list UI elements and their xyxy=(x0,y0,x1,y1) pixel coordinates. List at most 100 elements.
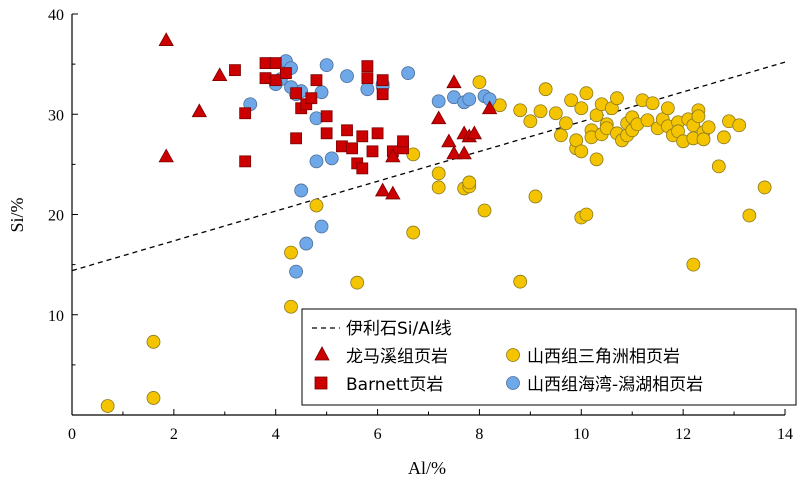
legend-box xyxy=(301,308,797,406)
point-longmaxi xyxy=(466,125,483,140)
legend-swatch-shanxi-delta xyxy=(506,348,520,362)
point-barnett xyxy=(361,72,374,85)
x-tick-label: 14 xyxy=(777,426,793,443)
point-shanxi-delta xyxy=(523,114,538,129)
reference-line-layer xyxy=(71,61,786,272)
legend-label-longmaxi: 龙马溪组页岩 xyxy=(346,347,448,367)
point-barnett xyxy=(320,127,333,140)
point-shanxi-bay-lagoon xyxy=(289,264,303,279)
point-barnett xyxy=(356,130,369,143)
x-tick-label: 6 xyxy=(374,426,382,443)
point-barnett xyxy=(366,145,379,158)
legend-label-reference-line: 伊利石Si/Al线 xyxy=(346,319,452,339)
point-shanxi-delta xyxy=(513,274,528,289)
point-barnett xyxy=(229,64,241,77)
point-longmaxi xyxy=(212,67,228,82)
x-tick-label: 4 xyxy=(272,426,280,443)
point-shanxi-delta xyxy=(284,245,298,260)
axes: 0 2 4 6 8 10 12 14 10 20 30 40 xyxy=(48,7,793,443)
point-barnett xyxy=(239,155,252,168)
point-barnett xyxy=(376,74,389,87)
point-shanxi-delta xyxy=(533,104,548,119)
x-tick-label: 0 xyxy=(68,426,76,443)
point-shanxi-bay-lagoon xyxy=(309,154,324,169)
point-shanxi-bay-lagoon xyxy=(299,236,314,251)
x-tick-label: 8 xyxy=(475,426,483,443)
point-shanxi-delta xyxy=(696,132,711,147)
point-barnett xyxy=(259,57,272,70)
point-shanxi-delta xyxy=(472,75,487,90)
point-barnett xyxy=(305,92,318,105)
point-shanxi-delta xyxy=(711,159,726,174)
point-shanxi-bay-lagoon xyxy=(340,69,354,84)
point-longmaxi xyxy=(431,110,447,125)
point-shanxi-bay-lagoon xyxy=(324,151,339,166)
point-barnett xyxy=(320,110,333,123)
legend-label-barnett: Barnett页岩 xyxy=(346,375,443,395)
point-shanxi-delta xyxy=(309,198,324,213)
point-shanxi-delta xyxy=(492,98,507,113)
point-longmaxi xyxy=(191,103,208,118)
point-shanxi-delta xyxy=(284,299,298,314)
point-shanxi-delta xyxy=(732,118,747,133)
y-tick-label: 20 xyxy=(48,208,64,225)
point-shanxi-delta xyxy=(660,101,675,116)
point-barnett xyxy=(269,74,282,87)
legend-swatch-longmaxi xyxy=(314,346,330,361)
point-barnett xyxy=(336,140,348,153)
point-longmaxi xyxy=(446,145,462,160)
point-shanxi-bay-lagoon xyxy=(314,219,329,234)
point-shanxi-delta xyxy=(645,96,660,111)
point-shanxi-delta xyxy=(431,180,446,195)
point-shanxi-delta xyxy=(559,116,573,131)
point-shanxi-delta xyxy=(716,130,731,145)
point-barnett xyxy=(376,88,389,101)
point-shanxi-delta xyxy=(579,207,594,222)
point-shanxi-delta xyxy=(554,128,568,143)
point-barnett xyxy=(371,127,384,140)
point-shanxi-delta xyxy=(350,275,365,290)
point-longmaxi xyxy=(374,182,391,197)
point-shanxi-delta xyxy=(477,203,492,218)
point-shanxi-bay-lagoon xyxy=(360,82,375,97)
point-shanxi-delta xyxy=(686,257,701,272)
point-shanxi-delta xyxy=(701,120,716,135)
point-longmaxi xyxy=(456,145,472,160)
point-longmaxi xyxy=(481,100,498,115)
point-longmaxi xyxy=(441,133,457,148)
point-barnett xyxy=(290,87,302,100)
legend-swatch-barnett xyxy=(314,376,328,390)
point-shanxi-delta xyxy=(574,144,589,159)
point-shanxi-delta xyxy=(548,106,563,121)
point-barnett xyxy=(356,162,369,175)
point-barnett xyxy=(346,142,359,155)
point-shanxi-bay-lagoon xyxy=(431,94,446,109)
point-shanxi-delta xyxy=(528,189,543,204)
point-shanxi-delta xyxy=(406,147,421,162)
point-barnett xyxy=(397,135,409,148)
y-tick-label: 10 xyxy=(48,308,64,325)
point-shanxi-bay-lagoon xyxy=(462,92,477,107)
legend-label-shanxi-delta: 山西组三角洲相页岩 xyxy=(527,347,680,367)
point-barnett xyxy=(341,124,353,137)
point-shanxi-delta xyxy=(431,166,446,181)
point-longmaxi xyxy=(158,148,174,163)
x-tick-label: 10 xyxy=(573,426,589,443)
point-shanxi-delta xyxy=(691,109,706,124)
point-shanxi-delta xyxy=(564,93,578,108)
point-shanxi-delta xyxy=(462,175,477,190)
point-shanxi-delta xyxy=(574,101,589,116)
point-shanxi-delta xyxy=(513,103,528,118)
illite-si-al-line xyxy=(71,61,786,272)
point-shanxi-delta xyxy=(146,391,161,405)
y-tick-label: 30 xyxy=(48,107,64,124)
point-longmaxi xyxy=(158,32,174,46)
point-barnett xyxy=(361,60,374,73)
y-tick-label: 40 xyxy=(48,7,64,24)
point-barnett xyxy=(239,107,252,120)
point-shanxi-delta xyxy=(640,113,655,128)
point-longmaxi xyxy=(385,185,401,200)
point-shanxi-bay-lagoon xyxy=(294,183,309,198)
y-axis-label: Si/% xyxy=(7,197,27,232)
